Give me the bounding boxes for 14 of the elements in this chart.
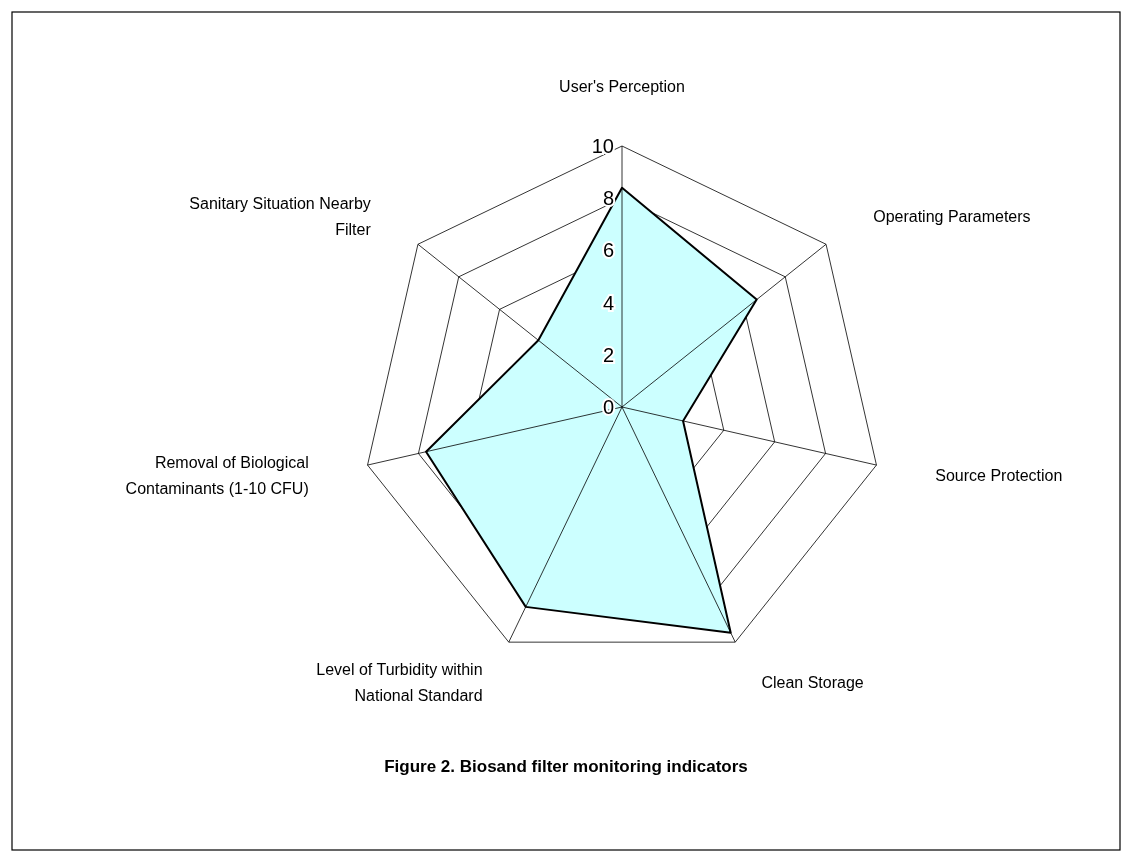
y-tick-label: 8 — [602, 187, 614, 210]
y-tick-label: 6 — [602, 239, 614, 262]
y-tick-label: 0 — [602, 396, 614, 418]
y-tick-label: 4 — [602, 291, 614, 314]
spoke-label: Source Protection — [935, 466, 1063, 484]
spoke-label: Removal of Biological Contaminants (1-10 CFU) — [125, 453, 309, 497]
y-tick-label: 2 — [602, 343, 614, 366]
spoke-label: Operating Parameters — [873, 207, 1031, 225]
y-tick-label: 10 — [591, 135, 614, 157]
text: Figure 2. Biosand filter monitoring indicators — [384, 757, 748, 776]
spoke-label: Sanitary Situation Nearby Filter — [189, 194, 372, 238]
spoke-label: Level of Turbidity within National Standard — [316, 661, 483, 705]
spoke-label: User's Perception — [559, 77, 685, 95]
spoke-label: Clean Storage — [761, 674, 864, 692]
